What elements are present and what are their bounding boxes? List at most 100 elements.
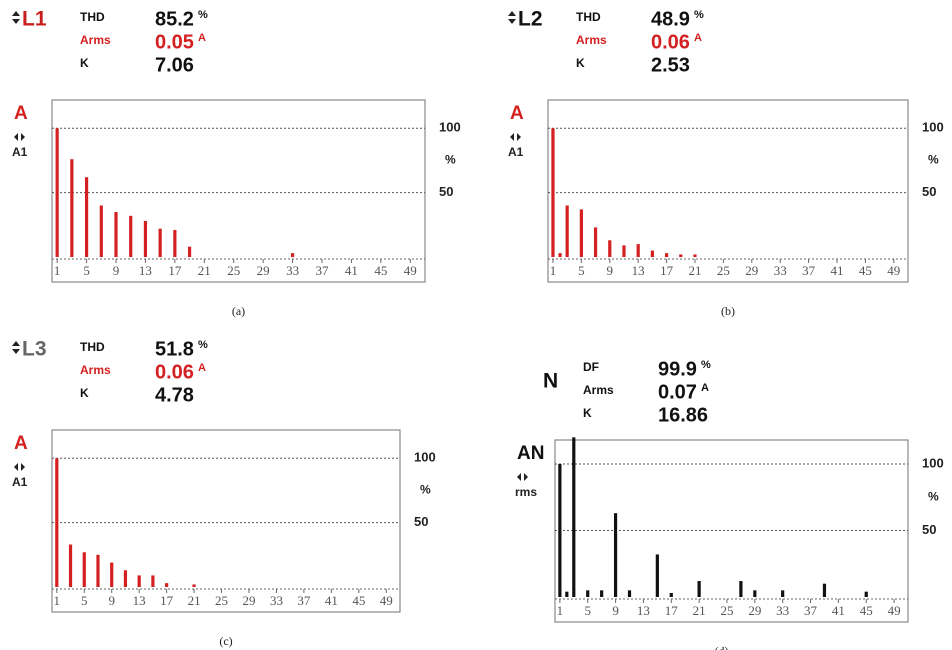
x-tick-label: 9 bbox=[612, 603, 619, 618]
bar bbox=[123, 570, 128, 587]
reading-unit: A bbox=[701, 382, 709, 394]
selector-icon bbox=[508, 19, 516, 24]
y-tick-label: 50 bbox=[439, 184, 453, 199]
reading-value: 51.8 bbox=[155, 338, 194, 360]
x-tick-label: 37 bbox=[316, 263, 330, 278]
bar bbox=[110, 562, 114, 587]
reading-label: K bbox=[80, 386, 89, 400]
bar bbox=[82, 552, 86, 587]
x-tick-label: 21 bbox=[693, 603, 706, 618]
left-label: A bbox=[14, 103, 28, 124]
x-tick-label: 41 bbox=[345, 263, 358, 278]
x-tick-label: 5 bbox=[578, 263, 585, 278]
arrow-icon bbox=[524, 473, 528, 481]
reading-unit: A bbox=[198, 32, 206, 44]
x-tick-label: 37 bbox=[804, 603, 818, 618]
y-unit: % bbox=[445, 153, 456, 167]
x-tick-label: 21 bbox=[198, 263, 211, 278]
x-tick-label: 33 bbox=[270, 593, 283, 608]
bar bbox=[565, 591, 569, 597]
reading-label: DF bbox=[583, 360, 599, 374]
arrow-icon bbox=[21, 463, 25, 471]
bar bbox=[600, 590, 604, 597]
bar bbox=[593, 227, 598, 257]
reading-label: THD bbox=[80, 10, 105, 24]
x-tick-label: 37 bbox=[297, 593, 311, 608]
x-tick-label: 45 bbox=[352, 593, 365, 608]
chart-frame bbox=[51, 99, 426, 283]
x-tick-label: 9 bbox=[607, 263, 614, 278]
reading-unit: A bbox=[694, 32, 702, 44]
bar bbox=[96, 554, 100, 587]
bar bbox=[664, 253, 669, 257]
bar bbox=[114, 211, 118, 257]
reading-value: 99.9 bbox=[658, 358, 697, 380]
x-tick-label: 17 bbox=[660, 263, 674, 278]
bar bbox=[753, 590, 757, 597]
arrow-icon bbox=[510, 133, 514, 141]
reading-label: THD bbox=[576, 10, 601, 24]
reading-unit: % bbox=[694, 9, 704, 21]
bar bbox=[679, 254, 683, 257]
x-tick-label: 45 bbox=[859, 263, 872, 278]
bar bbox=[129, 215, 133, 257]
x-tick-label: 49 bbox=[404, 263, 417, 278]
reading-value: 85.2 bbox=[155, 8, 194, 30]
left-sublabel: A1 bbox=[508, 145, 524, 159]
bar bbox=[781, 590, 785, 597]
x-tick-label: 1 bbox=[54, 263, 61, 278]
x-tick-label: 25 bbox=[215, 593, 228, 608]
selector-icon bbox=[12, 11, 20, 16]
x-tick-label: 49 bbox=[888, 603, 901, 618]
x-tick-label: 33 bbox=[776, 603, 789, 618]
bar bbox=[143, 220, 148, 257]
bar bbox=[173, 229, 177, 257]
x-tick-label: 13 bbox=[637, 603, 650, 618]
y-tick-label: 100 bbox=[922, 455, 944, 470]
bar bbox=[165, 583, 169, 587]
x-tick-label: 5 bbox=[584, 603, 591, 618]
selector-icon bbox=[12, 349, 20, 354]
x-tick-label: 29 bbox=[257, 263, 270, 278]
reading-value: 0.05 bbox=[155, 31, 194, 53]
bar bbox=[158, 228, 162, 257]
x-tick-label: 9 bbox=[113, 263, 120, 278]
selector-icon bbox=[508, 11, 516, 16]
x-tick-label: 5 bbox=[81, 593, 88, 608]
panel: L1 THD 85.2 % Arms 0.05 A K 7.06 A A1 100 50% 1 5 9 13 17… bbox=[12, 8, 461, 318]
arrow-icon bbox=[21, 133, 25, 141]
reading-label: THD bbox=[80, 340, 105, 354]
x-tick-label: 13 bbox=[133, 593, 146, 608]
bar bbox=[572, 437, 576, 597]
bar bbox=[290, 253, 295, 257]
x-tick-label: 17 bbox=[168, 263, 182, 278]
x-tick-label: 1 bbox=[54, 593, 61, 608]
x-tick-label: 33 bbox=[286, 263, 299, 278]
bar bbox=[558, 463, 562, 597]
arrow-icon bbox=[14, 133, 18, 141]
bar bbox=[84, 177, 89, 257]
reading-value: 4.78 bbox=[155, 384, 194, 406]
y-tick-label: 50 bbox=[922, 184, 936, 199]
reading-unit: % bbox=[198, 339, 208, 351]
left-sublabel: rms bbox=[515, 485, 537, 499]
x-tick-label: 45 bbox=[374, 263, 387, 278]
bar bbox=[55, 128, 59, 257]
reading-label: Arms bbox=[583, 383, 614, 397]
x-tick-label: 25 bbox=[717, 263, 730, 278]
phase-label: L3 bbox=[22, 338, 47, 361]
y-unit: % bbox=[928, 153, 939, 167]
bar bbox=[655, 554, 659, 597]
y-unit: % bbox=[928, 489, 939, 503]
x-tick-label: 37 bbox=[802, 263, 816, 278]
reading-unit: A bbox=[198, 362, 206, 374]
bar bbox=[739, 581, 743, 597]
x-tick-label: 45 bbox=[860, 603, 873, 618]
chart-frame bbox=[547, 99, 909, 283]
left-sublabel: A1 bbox=[12, 475, 28, 489]
bar bbox=[613, 513, 618, 597]
reading-label: K bbox=[583, 406, 592, 420]
bar bbox=[192, 584, 196, 587]
reading-label: Arms bbox=[80, 33, 111, 47]
